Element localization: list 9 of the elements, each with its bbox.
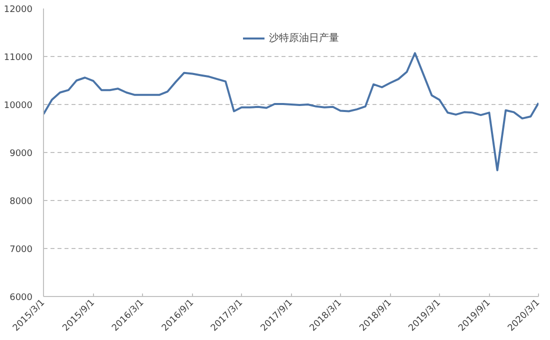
- legend-label: 沙特原油日产量: [269, 32, 339, 45]
- y-tick-label: 12000: [4, 5, 33, 15]
- y-tick-label: 9000: [10, 149, 33, 159]
- y-tick-label: 11000: [4, 53, 33, 63]
- y-tick-label: 6000: [10, 293, 33, 303]
- y-tick-label: 10000: [4, 101, 33, 111]
- y-tick-label: 8000: [10, 197, 33, 207]
- line-series: [44, 52, 538, 172]
- y-tick-label: 7000: [10, 245, 33, 255]
